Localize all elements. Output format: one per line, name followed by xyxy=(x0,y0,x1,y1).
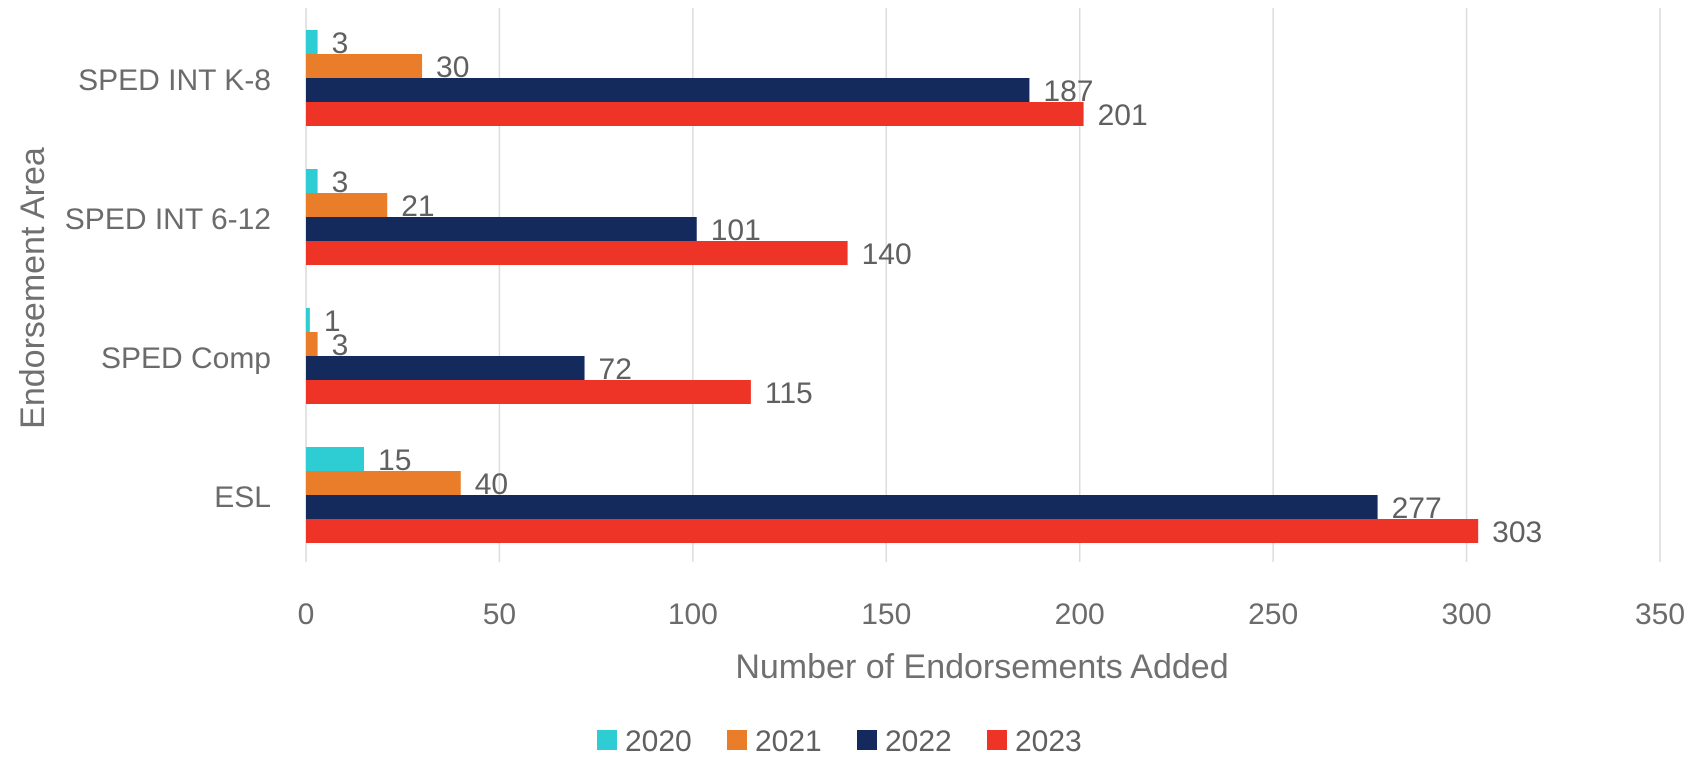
bar-sped-int-6-12-2020 xyxy=(306,169,318,193)
data-label-sped-int-6-12-2020: 3 xyxy=(332,166,349,199)
x-tick-label: 50 xyxy=(483,598,516,631)
bar-sped-int-k-8-2023 xyxy=(306,102,1084,126)
bar-esl-2021 xyxy=(306,471,461,495)
legend-label-2023: 2023 xyxy=(1015,725,1082,758)
bar-sped-int-k-8-2022 xyxy=(306,78,1030,102)
bar-sped-int-6-12-2023 xyxy=(306,241,848,265)
bar-esl-2020 xyxy=(306,447,365,471)
data-label-sped-comp-2021: 3 xyxy=(332,329,349,362)
y-axis-title: Endorsement Area xyxy=(14,147,52,429)
category-label-esl: ESL xyxy=(214,481,271,514)
x-tick-labels: 0 50 100 150 200 250 300 350 xyxy=(298,598,1685,631)
legend-swatch-2021 xyxy=(727,730,747,750)
category-label-sped-int-6-12: SPED INT 6-12 xyxy=(65,203,271,236)
category-label-sped-comp: SPED Comp xyxy=(101,342,271,375)
x-tick-label: 150 xyxy=(861,598,911,631)
data-label-esl-2022: 277 xyxy=(1392,492,1442,525)
x-tick-label: 300 xyxy=(1442,598,1492,631)
x-tick-label: 0 xyxy=(298,598,315,631)
bar-sped-int-6-12-2021 xyxy=(306,193,388,217)
bar-sped-int-k-8-2021 xyxy=(306,54,423,78)
bar-esl-2022 xyxy=(306,495,1378,519)
data-label-esl-2021: 40 xyxy=(475,468,508,501)
legend: 2020 2021 2022 2023 xyxy=(597,725,1082,758)
legend-label-2022: 2022 xyxy=(885,725,952,758)
bar-sped-comp-2020 xyxy=(306,308,310,332)
x-axis-title: Number of Endorsements Added xyxy=(735,648,1228,686)
legend-label-2020: 2020 xyxy=(625,725,692,758)
data-label-sped-comp-2022: 72 xyxy=(599,353,632,386)
data-label-sped-int-k-8-2022: 187 xyxy=(1043,75,1093,108)
legend-swatch-2022 xyxy=(857,730,877,750)
x-tick-label: 350 xyxy=(1635,598,1685,631)
data-label-sped-comp-2020: 1 xyxy=(324,305,341,338)
x-tick-label: 200 xyxy=(1055,598,1105,631)
data-label-sped-int-k-8-2023: 201 xyxy=(1098,99,1148,132)
bar-sped-comp-2022 xyxy=(306,356,585,380)
category-labels: SPED INT K-8 SPED INT 6-12 SPED Comp ESL xyxy=(65,64,271,514)
bar-sped-int-6-12-2022 xyxy=(306,217,697,241)
category-label-sped-int-k-8: SPED INT K-8 xyxy=(78,64,271,97)
legend-label-2021: 2021 xyxy=(755,725,822,758)
data-label-sped-int-k-8-2021: 30 xyxy=(436,51,469,84)
data-label-sped-comp-2023: 115 xyxy=(765,377,813,410)
data-label-esl-2023: 303 xyxy=(1492,516,1542,549)
data-label-esl-2020: 15 xyxy=(378,444,411,477)
data-label-sped-int-6-12-2022: 101 xyxy=(711,214,761,247)
data-label-sped-int-6-12-2023: 140 xyxy=(862,238,912,271)
legend-swatch-2020 xyxy=(597,730,617,750)
x-tick-label: 250 xyxy=(1248,598,1298,631)
legend-swatch-2023 xyxy=(987,730,1007,750)
bar-esl-2023 xyxy=(306,519,1479,543)
data-label-sped-int-k-8-2020: 3 xyxy=(332,27,349,60)
bar-sped-comp-2021 xyxy=(306,332,318,356)
bar-sped-int-k-8-2020 xyxy=(306,30,318,54)
data-label-sped-int-6-12-2021: 21 xyxy=(401,190,434,223)
bars xyxy=(306,30,1479,543)
x-tick-label: 100 xyxy=(668,598,718,631)
bar-sped-comp-2023 xyxy=(306,380,751,404)
